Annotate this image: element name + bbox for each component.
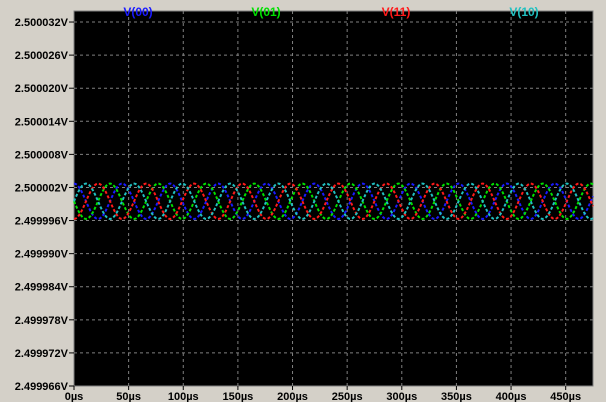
series-line-v11 (73, 182, 594, 220)
x-tick-label: 400µs (496, 391, 527, 402)
y-tick-label: 2.499978V (15, 315, 69, 327)
plot-area[interactable] (73, 10, 594, 387)
x-tick-label: 50µs (116, 391, 141, 402)
y-tick-label: 2.499972V (15, 348, 69, 360)
series-line-v10 (73, 182, 594, 220)
legend-entry-v01[interactable]: V(01) (251, 5, 280, 19)
legend-entry-v11[interactable]: V(11) (382, 5, 411, 19)
y-tick-label: 2.500014V (15, 116, 69, 128)
y-tick-label: 2.500026V (15, 50, 69, 62)
y-tick-label: 2.499984V (15, 282, 69, 294)
y-tick-label: 2.500002V (15, 182, 69, 194)
y-tick-label: 2.500008V (15, 149, 69, 161)
legend-entry-v00[interactable]: V(00) (123, 5, 152, 19)
y-tick-label: 2.499966V (15, 381, 69, 393)
y-tick-label: 2.499990V (15, 249, 69, 261)
x-tick-label: 100µs (168, 391, 199, 402)
x-tick-label: 350µs (441, 391, 472, 402)
x-tick-label: 0µs (65, 391, 84, 402)
y-axis-ticks: 2.500032V 2.500026V 2.500020V 2.500014V 2.50… (15, 17, 74, 393)
x-tick-label: 150µs (222, 391, 253, 402)
series-line-v00 (73, 182, 594, 220)
x-tick-label: 450µs (550, 391, 581, 402)
y-tick-label: 2.499996V (15, 216, 69, 228)
legend-entry-v10[interactable]: V(10) (509, 5, 538, 19)
x-tick-label: 200µs (277, 391, 308, 402)
y-tick-label: 2.500032V (15, 17, 69, 29)
traces (73, 182, 594, 220)
x-tick-label: 300µs (386, 391, 417, 402)
x-axis-ticks: 0µs 50µs 100µs 150µs 200µs 250µs 300µs 350µs 400… (65, 386, 581, 402)
x-tick-label: 250µs (332, 391, 363, 402)
y-tick-label: 2.500020V (15, 83, 69, 95)
legend: V(00) V(01) V(11) V(10) (123, 5, 538, 19)
